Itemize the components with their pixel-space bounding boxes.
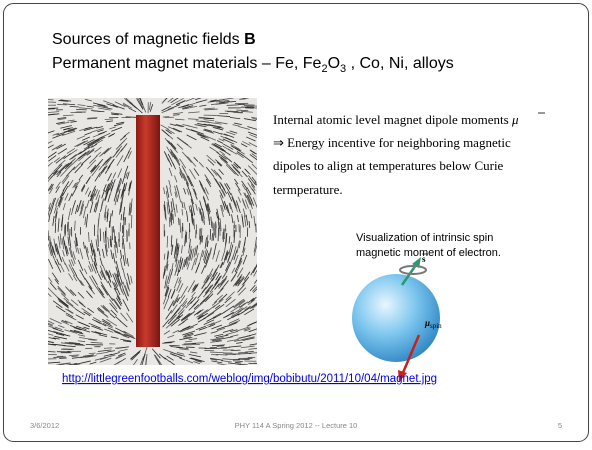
- title-line-1: Sources of magnetic fields B: [52, 31, 256, 48]
- filing: [76, 109, 87, 110]
- filing: [123, 243, 124, 249]
- filing: [169, 345, 180, 346]
- filing: [72, 356, 78, 357]
- filing: [235, 362, 241, 363]
- body-line: dipoles to align at temperatures below C…: [273, 158, 504, 173]
- filing: [167, 236, 168, 248]
- filing: [230, 101, 236, 102]
- filing: [218, 228, 219, 241]
- title-text: , Co, Ni, alloys: [346, 55, 454, 72]
- body-line: ⇒ Energy incentive for neighboring magne…: [273, 135, 511, 150]
- filing: [227, 105, 239, 106]
- filing: [193, 219, 194, 226]
- title-bold: B: [244, 31, 256, 48]
- filing: [105, 119, 113, 120]
- caption-line: Visualization of intrinsic spin: [356, 232, 493, 244]
- spin-label: s: [422, 254, 426, 264]
- filing: [180, 219, 181, 233]
- title-text: Sources of magnetic fields: [52, 31, 244, 48]
- slide: Sources of magnetic fields B Permanent m…: [0, 0, 592, 445]
- magnet-photo: [42, 92, 261, 370]
- body-text-span: Internal atomic level magnet dipole mome…: [273, 112, 512, 127]
- page: Sources of magnetic fields B Permanent m…: [0, 0, 592, 445]
- filing: [121, 214, 122, 220]
- body-line: termperature.: [273, 182, 343, 197]
- mu-symbol: μ: [511, 112, 519, 127]
- subscript: spin: [430, 322, 442, 330]
- source-link[interactable]: http://littlegreenfootballs.com/weblog/i…: [62, 373, 437, 385]
- title-text: Permanent magnet materials – Fe, Fe: [52, 55, 322, 72]
- caption-line: magnetic moment of electron.: [356, 247, 501, 259]
- filing: [201, 228, 202, 242]
- body-line: Internal atomic level magnet dipole mome…: [273, 112, 519, 127]
- filing: [213, 232, 214, 241]
- bar-magnet: [136, 115, 160, 347]
- filing: [213, 222, 214, 231]
- footer-page: 5: [558, 421, 562, 430]
- source-link-text[interactable]: http://littlegreenfootballs.com/weblog/i…: [62, 373, 437, 385]
- footer-date: 3/6/2012: [30, 421, 59, 430]
- filing: [212, 233, 213, 241]
- filing: [186, 232, 187, 242]
- footer-course: PHY 114 A Spring 2012 -- Lecture 10: [235, 421, 358, 430]
- title-text: O: [328, 55, 340, 72]
